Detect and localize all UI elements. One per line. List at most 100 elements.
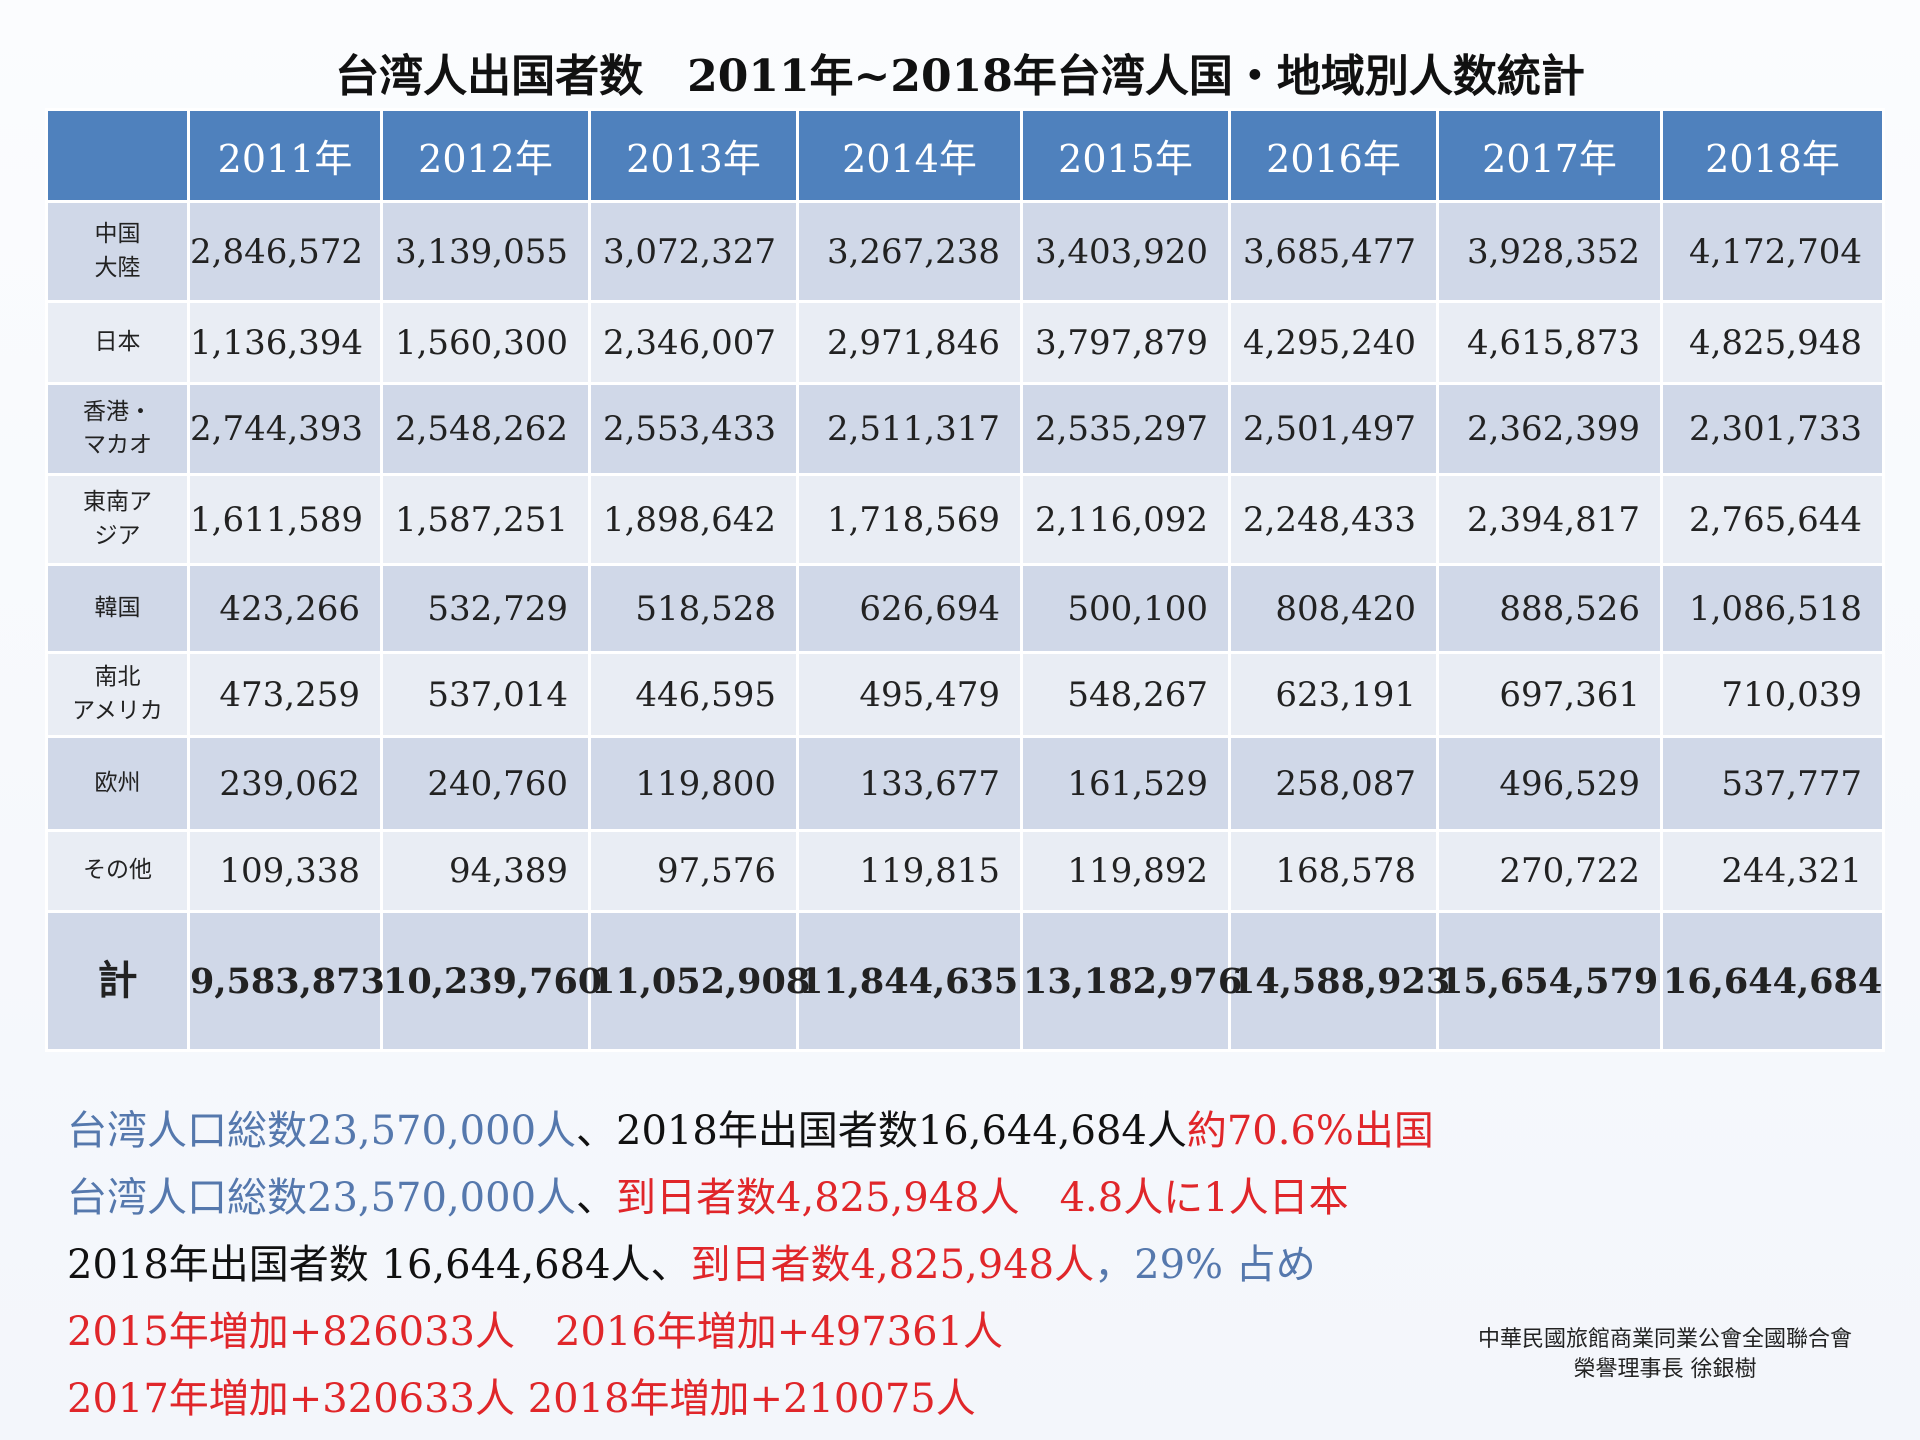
cell: 496,529 [1436,735,1663,832]
note-line: 2015年増加+826033人 2016年増加+497361人 [67,1299,1434,1366]
cell: 109,338 [187,829,383,913]
cell: 808,420 [1228,563,1439,654]
cell: 9,583,873 [187,910,385,1052]
cell: 119,800 [588,735,799,832]
cell: 1,898,642 [588,473,799,566]
cell: 4,825,948 [1660,300,1885,385]
header-cell: 2016年 [1228,108,1439,203]
cell: 4,295,240 [1228,300,1439,385]
cell: 548,267 [1020,651,1231,738]
cell: 532,729 [380,563,591,654]
cell: 16,644,684 [1660,910,1885,1052]
cell: 11,844,635 [796,910,1023,1052]
cell: 2,346,007 [588,300,799,385]
row-label: 香港・ マカオ [45,382,190,476]
cell: 119,815 [796,829,1023,913]
cell: 4,615,873 [1436,300,1663,385]
row-label: 日本 [45,300,190,385]
cell: 2,846,572 [187,200,383,303]
header-cell: 2012年 [380,108,591,203]
note-segment: 、2018年出国者数16,644,684人 [576,1108,1187,1154]
data-table: 2011年 2012年 2013年 2014年 2015年 2016年 2017年 2018年… [45,108,1885,1052]
note-line: 2017年増加+320633人 2018年増加+210075人 [67,1366,1434,1433]
row-label: 南北 アメリカ [45,651,190,738]
table-row: 東南ア ジア 1,611,589 1,587,251 1,898,642 1,718,5… [45,473,1885,566]
note-segment: 到日者数4,825,948人 4.8人に1人日本 [616,1175,1349,1221]
cell: 97,576 [588,829,799,913]
cell: 133,677 [796,735,1023,832]
cell: 537,014 [380,651,591,738]
cell: 239,062 [187,735,383,832]
corner-cell [45,108,190,203]
cell: 1,560,300 [380,300,591,385]
cell: 11,052,908 [588,910,810,1052]
table-row: 韓国 423,266 532,729 518,528 626,694 500,100 808… [45,563,1885,654]
cell: 3,685,477 [1228,200,1439,303]
cell: 1,587,251 [380,473,591,566]
row-label: 計 [45,910,190,1052]
cell: 94,389 [380,829,591,913]
cell: 3,139,055 [380,200,591,303]
header-cell: 2014年 [796,108,1023,203]
cell: 3,403,920 [1020,200,1231,303]
cell: 2,535,297 [1020,382,1231,476]
cell: 13,182,976 [1020,910,1242,1052]
note-segment: 約70.6%出国 [1186,1108,1434,1154]
cell: 2,765,644 [1660,473,1885,566]
table-row: 日本 1,136,394 1,560,300 2,346,007 2,971,846 3,… [45,300,1885,385]
header-cell: 2013年 [588,108,799,203]
cell: 423,266 [187,563,383,654]
note-segment: 到日者数4,825,948人 [690,1242,1095,1288]
table-row: 計 9,583,873 10,239,760 11,052,908 11,844,635… [45,910,1885,1052]
header-cell: 2018年 [1660,108,1885,203]
cell: 495,479 [796,651,1023,738]
table-row: その他 109,338 94,389 97,576 119,815 119,892 168,… [45,829,1885,913]
cell: 119,892 [1020,829,1231,913]
note-line: 2018年出国者数 16,644,684人、到日者数4,825,948人，29%… [67,1232,1434,1299]
cell: 626,694 [796,563,1023,654]
header-cell: 2015年 [1020,108,1231,203]
header-cell: 2017年 [1436,108,1663,203]
row-label: 東南ア ジア [45,473,190,566]
cell: 888,526 [1436,563,1663,654]
cell: 710,039 [1660,651,1885,738]
header-row: 2011年 2012年 2013年 2014年 2015年 2016年 2017年 2018年 [45,108,1885,203]
cell: 1,086,518 [1660,563,1885,654]
cell: 1,136,394 [187,300,383,385]
cell: 2,116,092 [1020,473,1231,566]
row-label: その他 [45,829,190,913]
table-row: 中国 大陸 2,846,572 3,139,055 3,072,327 3,267,23… [45,200,1885,303]
cell: 3,267,238 [796,200,1023,303]
cell: 2,394,817 [1436,473,1663,566]
cell: 15,654,579 [1436,910,1663,1052]
note-segment: 2015年増加+826033人 2016年増加+497361人 [67,1309,1004,1355]
cell: 518,528 [588,563,799,654]
cell: 3,928,352 [1436,200,1663,303]
cell: 2,553,433 [588,382,799,476]
cell: 244,321 [1660,829,1885,913]
notes: 台湾人口総数23,570,000人、2018年出国者数16,644,684人約7… [67,1098,1434,1433]
cell: 2,744,393 [187,382,383,476]
cell: 1,611,589 [187,473,383,566]
title: 台湾人出国者数 2011年~2018年台湾人国・地域別人数統計 [335,51,1585,102]
cell: 2,511,317 [796,382,1023,476]
note-line: 台湾人口総数23,570,000人、到日者数4,825,948人 4.8人に1人… [67,1165,1434,1232]
cell: 697,361 [1436,651,1663,738]
cell: 258,087 [1228,735,1439,832]
note-segment: 2018年出国者数 16,644,684人、 [67,1242,691,1288]
cell: 623,191 [1228,651,1439,738]
table-row: 南北 アメリカ 473,259 537,014 446,595 495,479 548,2… [45,651,1885,738]
row-label: 欧州 [45,735,190,832]
cell: 270,722 [1436,829,1663,913]
cell: 1,718,569 [796,473,1023,566]
cell: 500,100 [1020,563,1231,654]
cell: 240,760 [380,735,591,832]
footer-line: 榮譽理事長 徐銀樹 [1573,1357,1757,1382]
cell: 3,797,879 [1020,300,1231,385]
table-row: 欧州 239,062 240,760 119,800 133,677 161,529 258… [45,735,1885,832]
table-row: 香港・ マカオ 2,744,393 2,548,262 2,553,433 2,511,… [45,382,1885,476]
cell: 168,578 [1228,829,1439,913]
cell: 161,529 [1020,735,1231,832]
row-label: 韓国 [45,563,190,654]
